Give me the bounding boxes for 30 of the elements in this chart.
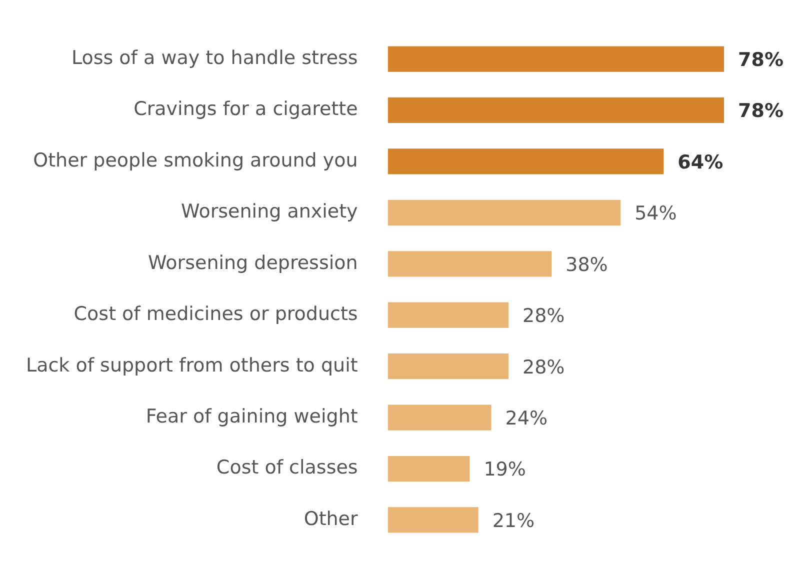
- bar: [388, 507, 478, 533]
- y-tick-label: Other people smoking around you: [33, 149, 358, 172]
- data-label: 78%: [738, 48, 784, 71]
- data-label: 21%: [492, 510, 535, 532]
- bar: [388, 354, 509, 380]
- data-label: 24%: [505, 407, 548, 430]
- y-tick-label: Fear of gaining weight: [146, 405, 358, 428]
- y-tick-label: Cost of classes: [216, 456, 358, 479]
- bar: [388, 200, 621, 226]
- data-label: 64%: [678, 151, 724, 174]
- data-label: 78%: [738, 100, 784, 122]
- bar: [388, 456, 470, 482]
- data-label: 38%: [566, 254, 608, 276]
- y-tick-label: Other: [304, 508, 358, 530]
- y-tick-label: Cost of medicines or products: [74, 303, 358, 326]
- y-tick-label: Lack of support from others to quit: [26, 354, 358, 376]
- y-tick-label: Worsening depression: [148, 252, 358, 274]
- y-tick-label: Cravings for a cigarette: [134, 98, 358, 120]
- bar: [388, 302, 509, 328]
- bar: [388, 251, 552, 277]
- bar: [388, 148, 664, 174]
- data-label: 54%: [634, 202, 677, 225]
- bar: [388, 46, 724, 72]
- bar: [388, 404, 492, 430]
- bar: [388, 97, 724, 124]
- y-tick-label: Worsening anxiety: [181, 200, 358, 223]
- y-tick-label: Loss of a way to handle stress: [71, 46, 358, 69]
- data-label: 28%: [522, 356, 565, 378]
- data-label: 28%: [522, 305, 565, 328]
- data-label: 19%: [484, 458, 526, 481]
